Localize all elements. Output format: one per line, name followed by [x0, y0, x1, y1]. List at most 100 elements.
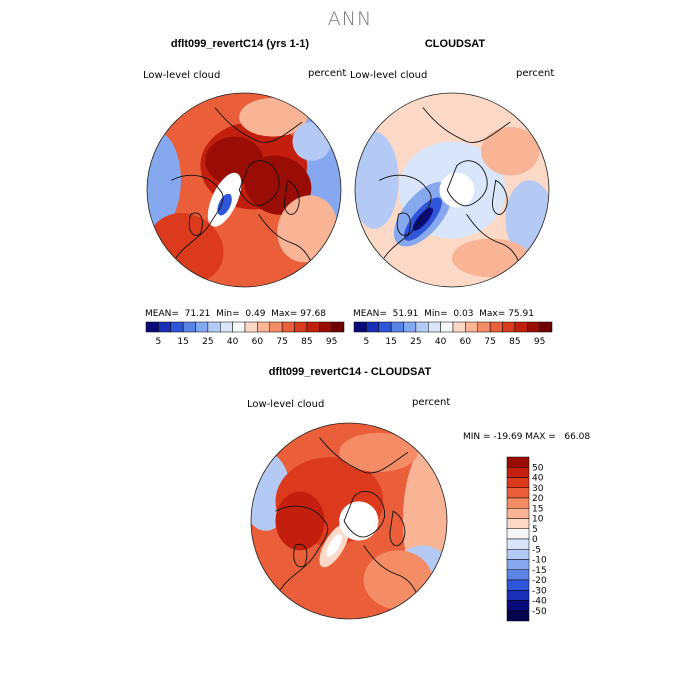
panel1-colorbar-swatch: [306, 321, 320, 333]
panel1-colorbar-tick-label: 5: [156, 337, 162, 347]
panel3-colorbar-tick-label: -20: [532, 576, 547, 586]
panel2-colorbar-tick-label: 75: [484, 337, 495, 347]
panel1-max-label: Max=: [271, 309, 298, 319]
panel1-colorbar-swatch: [195, 321, 209, 333]
panel3-polar-map: [250, 422, 448, 620]
panel2-coastline: [379, 174, 432, 259]
panel1-colorbar-tick-label: 60: [252, 337, 264, 347]
panel1-coastline: [284, 179, 300, 215]
panel3-colorbar-swatch: [506, 477, 530, 488]
panel3-colorbar-tick-label: -5: [532, 545, 541, 555]
panel2-field-region: [481, 126, 540, 176]
panel2-colorbar-swatch: [452, 321, 466, 333]
panel2-missing-data-region: [439, 172, 475, 208]
panel1-colorbar-swatch: [294, 321, 308, 333]
panel1-coastline: [214, 107, 303, 143]
panel3-colorbar-swatch: [506, 579, 530, 591]
panel1-colorbar-swatch: [220, 321, 233, 333]
panel3-colorbar-tick-label: -10: [532, 556, 547, 566]
panel1-variable-label: Low-level cloud: [143, 70, 221, 81]
panel2-field-region: [452, 238, 530, 278]
panel1-colorbar-swatch: [244, 321, 258, 333]
panel3-colorbar-tick-label: 20: [532, 494, 544, 504]
panel1-coastline: [238, 160, 280, 207]
panel2-polar-map: [354, 92, 550, 288]
panel2-colorbar-swatch: [403, 321, 417, 333]
panel2-field-region: [355, 131, 399, 229]
panel1-colorbar-swatch: [158, 321, 171, 333]
panel3-colorbar-tick-label: 0: [532, 535, 538, 545]
panel1-map-border: [146, 92, 342, 288]
panel3-colorbar-swatch: [506, 497, 530, 509]
panel1-field-region: [277, 195, 337, 263]
panel2-coastline: [396, 212, 411, 236]
panel2-max-label: Max=: [479, 309, 506, 319]
panel3-colorbar-swatch: [506, 590, 530, 601]
panel3-colorbar-tick-label: -50: [532, 607, 547, 617]
panel3-colorbar-swatch: [506, 610, 530, 622]
panel1-units-label: percent: [308, 68, 347, 79]
panel2-coastline: [422, 107, 511, 143]
panel3-colorbar-tick-label: 30: [532, 484, 544, 494]
panel1-colorbar-tick-label: 15: [177, 337, 188, 347]
panel1-field-region: [147, 131, 181, 229]
panel3-colorbar-tick-label: 40: [532, 474, 544, 484]
panel3-colorbar-tick-label: 15: [532, 504, 543, 514]
panel2-colorbar-swatch: [428, 321, 441, 333]
panel2-max-value: 75.91: [508, 309, 534, 319]
panel3-coastline: [343, 490, 385, 538]
panel2-colorbar-swatch: [527, 321, 540, 333]
panel2-colorbar-tick-label: 40: [435, 337, 447, 347]
panel3-title: dflt099_revertC14 - CLOUDSAT: [268, 366, 432, 378]
panel2-stats: MEAN= 51.91 Min= 0.03 Max= 75.91: [353, 309, 534, 319]
panel3-colorbar-swatch: [506, 538, 530, 550]
panel1-colorbar-tick-label: 85: [301, 337, 312, 347]
panel2-colorbar-swatch: [514, 321, 528, 333]
panel2-colorbar-tick-label: 15: [385, 337, 396, 347]
panel1-colorbar-swatch: [170, 321, 184, 333]
panel1-colorbar-swatch: [319, 321, 332, 333]
panel1-field-region: [205, 136, 264, 186]
panel2-colorbar-tick-label: 95: [534, 337, 545, 347]
panel2-map-border: [354, 92, 550, 288]
panel2-colorbar-swatch: [390, 321, 404, 333]
panel3-colorbar-swatch: [506, 569, 530, 581]
panel1-colorbar-tick-label: 25: [202, 337, 213, 347]
panel1-mean-value: 71.21: [184, 309, 211, 319]
panel1-colorbar-swatch: [145, 321, 159, 333]
panel1-mean-label: MEAN=: [145, 309, 179, 319]
panel2-colorbar-swatch: [440, 321, 454, 333]
panel3-coastline: [275, 505, 329, 590]
panel3-field-region: [339, 432, 418, 472]
panel3-colorbar-tick-label: 5: [532, 525, 538, 535]
panel2-colorbar-swatch: [502, 321, 516, 333]
panel3-colorbar-tick-label: 50: [532, 463, 544, 473]
panel2-colorbar-swatch: [489, 321, 503, 333]
panel2-colorbar-swatch: [477, 321, 491, 333]
panel3-map-border: [250, 422, 448, 620]
panel3-units-label: percent: [412, 397, 451, 408]
panel3-colorbar-tick-label: -30: [532, 586, 547, 596]
panel2-min-value: 0.03: [453, 309, 474, 319]
panel3-colorbar-swatch: [506, 456, 530, 468]
panel1-colorbar-tick-label: 40: [227, 337, 239, 347]
panel1-colorbar-tick-label: 75: [276, 337, 287, 347]
panel1-coastline: [171, 174, 224, 259]
panel2-colorbar-tick-label: 5: [364, 337, 370, 347]
panel3-colorbar-swatch: [506, 549, 530, 560]
panel1-field-region: [239, 97, 308, 137]
panel2-colorbar-swatch: [353, 321, 367, 333]
panel3-colorbar-swatch: [506, 518, 530, 529]
panel2-coastline: [492, 179, 508, 215]
panel2-colorbar-tick-label: 60: [460, 337, 472, 347]
panel2-min-label: Min=: [424, 309, 448, 319]
panel3-variable-label: Low-level cloud: [247, 399, 325, 410]
panel1-colorbar-swatch: [207, 321, 221, 333]
panel1-colorbar-swatch: [182, 321, 196, 333]
panel1-title: dflt099_revertC14 (yrs 1-1): [170, 38, 310, 50]
panel3-colorbar-swatch: [506, 508, 530, 519]
panel3-colorbar-tick-label: 10: [532, 515, 544, 525]
panel3-field-region: [326, 534, 342, 557]
panel3-field-region: [275, 491, 325, 551]
